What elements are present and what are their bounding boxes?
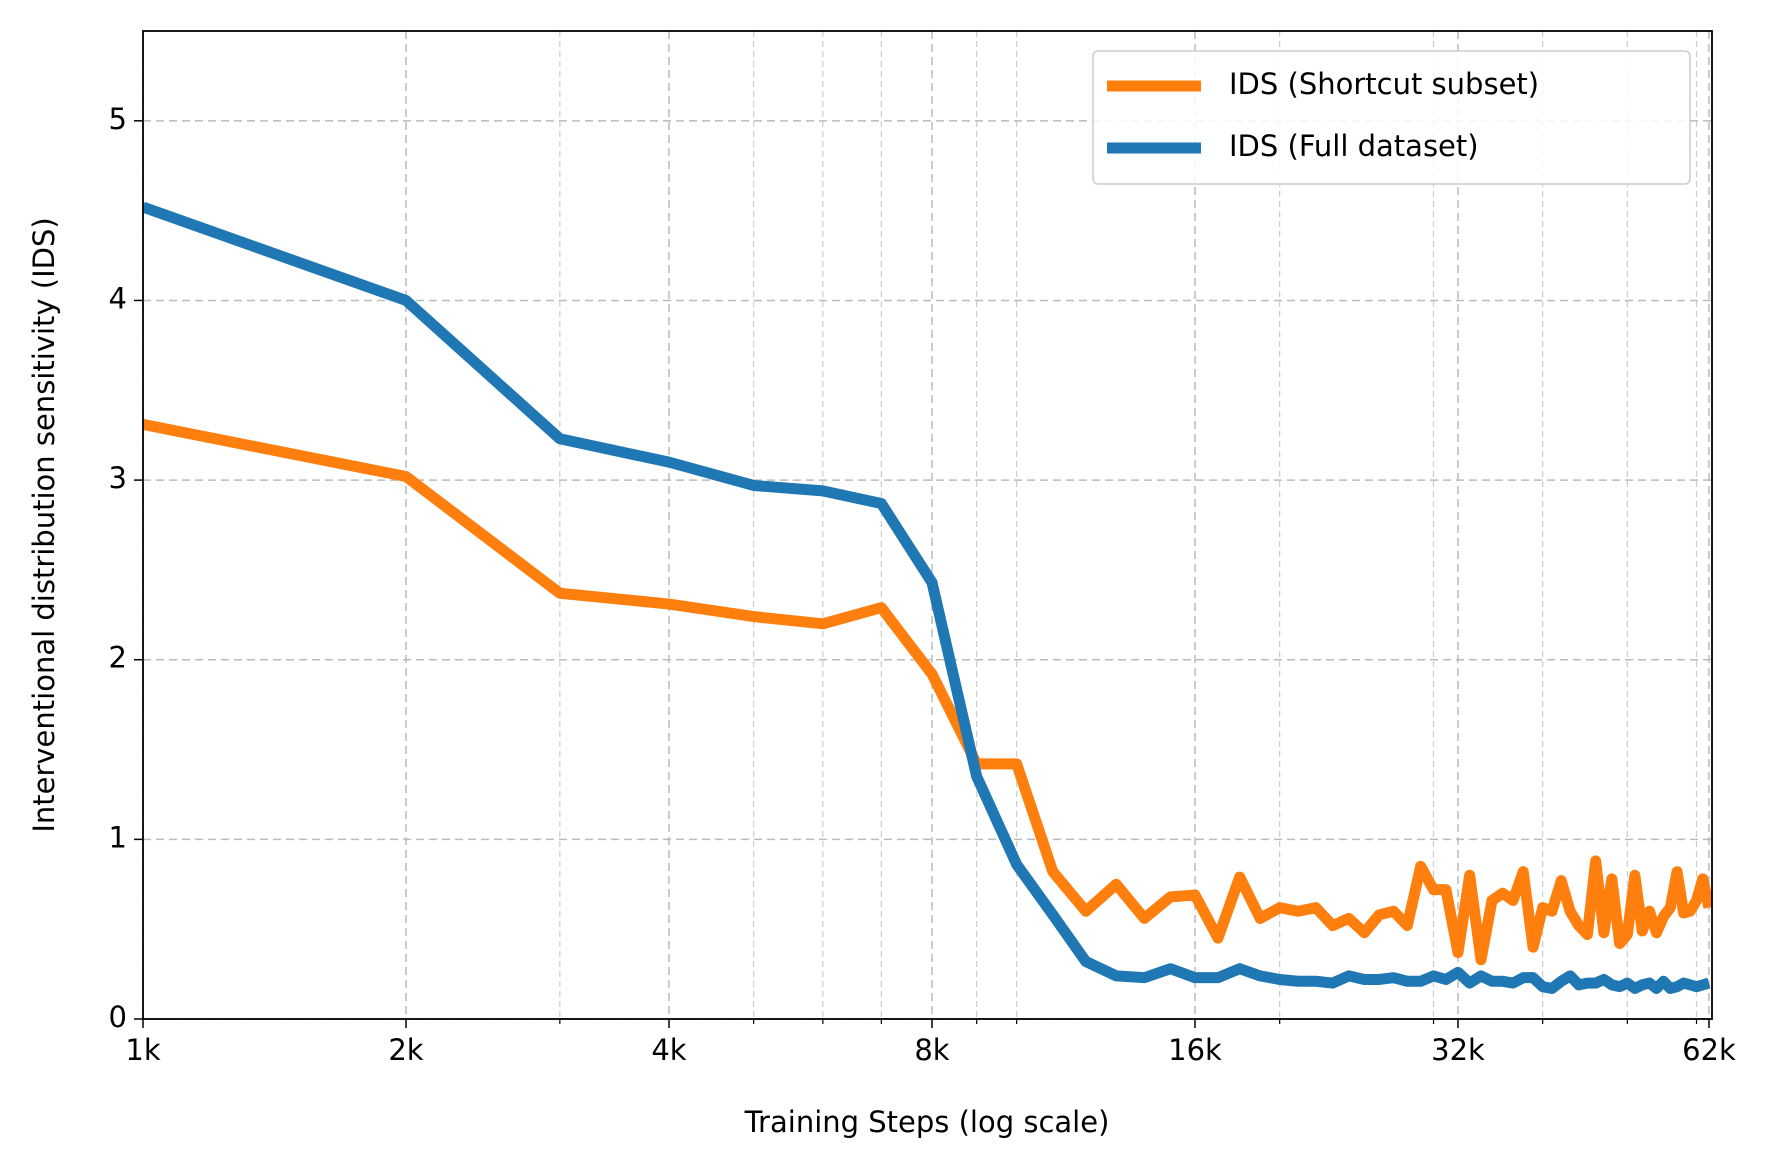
series-line bbox=[143, 201, 1711, 994]
y-tick-label: 5 bbox=[109, 102, 127, 136]
y-axis-label: Interventional distribution sensitivity … bbox=[27, 217, 61, 832]
y-tick-label: 1 bbox=[109, 820, 127, 854]
y-tick-label: 2 bbox=[109, 641, 127, 675]
y-tick-label: 0 bbox=[109, 1000, 127, 1034]
legend-label: IDS (Shortcut subset) bbox=[1229, 67, 1539, 101]
x-tick-label: 4k bbox=[651, 1033, 686, 1067]
x-tick-label: 1k bbox=[125, 1033, 160, 1067]
y-tick-label: 4 bbox=[109, 281, 127, 315]
x-tick-label: 16k bbox=[1168, 1033, 1222, 1067]
x-axis-label: Training Steps (log scale) bbox=[744, 1105, 1110, 1139]
x-tick-label: 32k bbox=[1431, 1033, 1485, 1067]
x-tick-label: 2k bbox=[388, 1033, 423, 1067]
series-line bbox=[143, 419, 1712, 966]
y-tick-label: 3 bbox=[109, 461, 127, 495]
legend-box bbox=[1092, 50, 1691, 185]
x-tick-label: 8k bbox=[914, 1033, 949, 1067]
legend-label: IDS (Full dataset) bbox=[1229, 129, 1479, 163]
plot-frame bbox=[142, 30, 1713, 1020]
x-tick-label: 62k bbox=[1682, 1033, 1736, 1067]
